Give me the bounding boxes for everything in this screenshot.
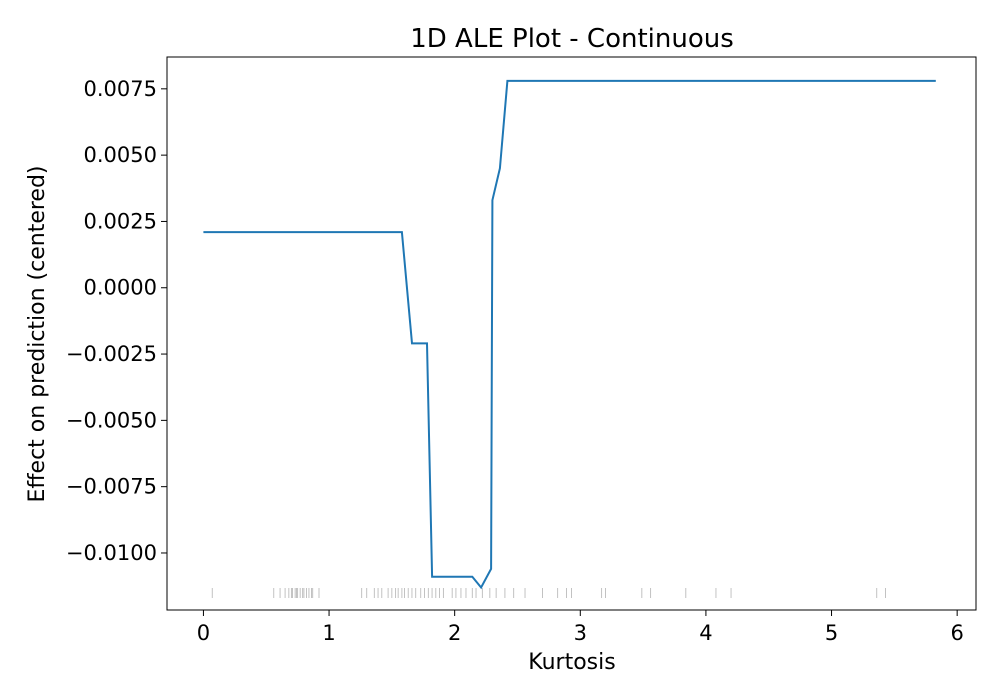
- ale-series-line: [203, 79, 936, 590]
- plot-frame: [166, 56, 977, 611]
- y-tick-label: −0.0050: [66, 408, 157, 432]
- series-layer: [203, 79, 936, 590]
- rug-marks: [211, 588, 886, 598]
- x-tick-label: 4: [699, 621, 712, 645]
- x-tick-label: 2: [448, 621, 461, 645]
- x-tick-label: 3: [574, 621, 587, 645]
- x-axis-ticks: 0 1 2 3 4 5 6: [197, 610, 964, 645]
- x-tick-label: 5: [825, 621, 838, 645]
- y-tick-label: −0.0100: [66, 541, 157, 565]
- y-axis-ticks: 0.0075 0.0050 0.0025 0.0000 −0.0025 −0.0050 −0…: [66, 77, 167, 565]
- chart-title: 1D ALE Plot - Continuous: [410, 24, 734, 54]
- x-tick-label: 1: [322, 621, 335, 645]
- y-tick-label: 0.0000: [84, 276, 157, 300]
- x-tick-label: 0: [197, 621, 210, 645]
- y-tick-label: 0.0075: [84, 77, 157, 101]
- y-tick-label: 0.0050: [84, 143, 157, 167]
- x-tick-label: 6: [950, 621, 963, 645]
- y-tick-label: 0.0025: [84, 209, 157, 233]
- y-axis-label: Effect on prediction (centered): [25, 165, 50, 502]
- x-axis-label: Kurtosis: [528, 650, 615, 675]
- y-tick-label: −0.0025: [66, 342, 157, 366]
- y-tick-label: −0.0075: [66, 475, 157, 499]
